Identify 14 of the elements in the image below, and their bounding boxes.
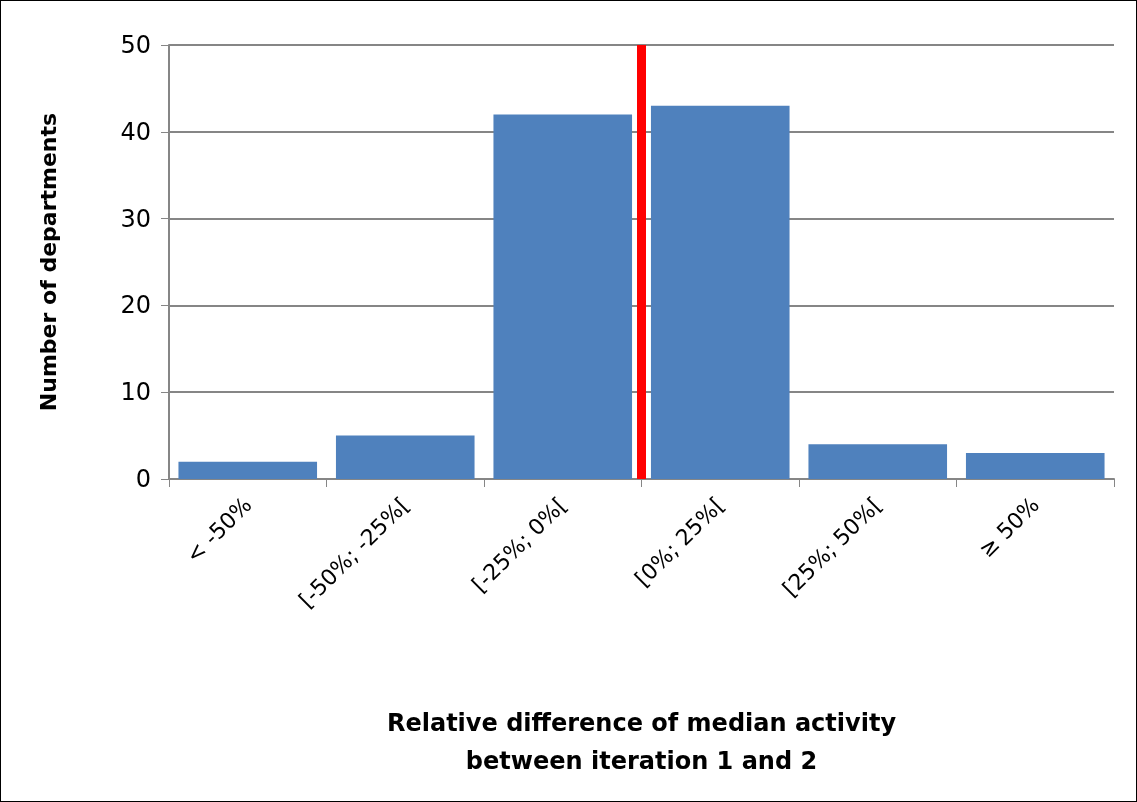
y-tick-label: 10 [120,378,151,407]
y-tick-label: 0 [135,465,151,493]
bar [335,435,475,479]
y-tick-label: 20 [120,291,151,320]
y-tick-label: 50 [120,31,151,59]
y-tick-label: 30 [120,204,151,233]
bar [965,452,1105,479]
y-axis-title: Number of departments [35,112,61,412]
bar [178,461,318,479]
y-tick-label: 40 [120,117,151,146]
x-axis-title: Relative difference of median activity between iteration 1 and 2 [386,709,897,775]
bar [493,114,633,479]
bar [808,444,948,479]
bar [650,105,790,479]
